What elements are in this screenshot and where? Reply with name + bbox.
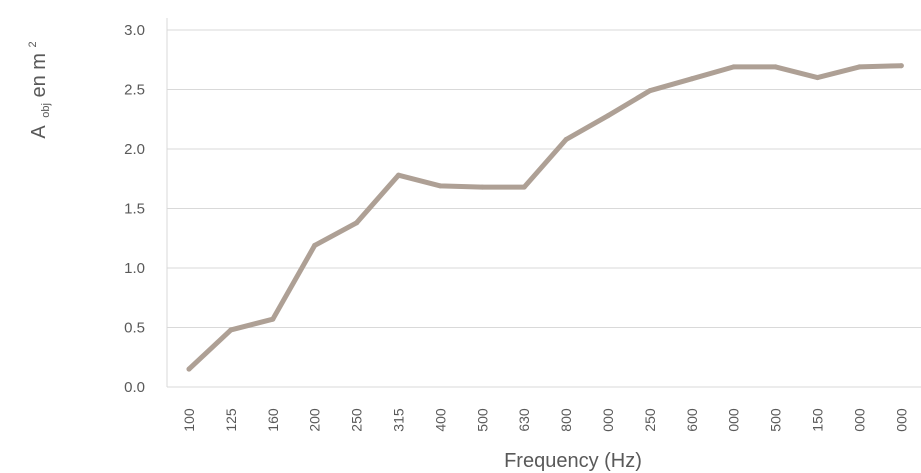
x-tick-label: 630 bbox=[516, 408, 532, 432]
x-axis-title: Frequency (Hz) bbox=[504, 450, 642, 472]
x-tick-label: 000 bbox=[726, 408, 742, 432]
x-tick-label: 500 bbox=[474, 408, 490, 432]
y-axis-title-superscript: 2 bbox=[27, 41, 39, 47]
data-point bbox=[186, 366, 192, 372]
data-point bbox=[437, 183, 443, 189]
data-point bbox=[898, 63, 904, 69]
x-tick-label: 150 bbox=[810, 408, 826, 432]
x-tick-label: 160 bbox=[265, 408, 281, 432]
data-point bbox=[563, 137, 569, 142]
y-axis-title: A obj en m 2 bbox=[27, 41, 54, 138]
data-point bbox=[647, 88, 653, 94]
x-tick-label: 250 bbox=[349, 408, 365, 432]
x-tick-label: 800 bbox=[558, 408, 574, 432]
series-group bbox=[186, 63, 904, 372]
data-point bbox=[815, 75, 820, 81]
x-tick-label: 500 bbox=[768, 408, 784, 432]
x-tick-label: 000 bbox=[851, 408, 867, 432]
y-axis-tick-labels: 0.0 0.5 1.0 1.5 2.0 2.5 3.0 bbox=[124, 22, 145, 396]
x-tick-label: 000 bbox=[600, 408, 616, 432]
data-point bbox=[479, 184, 485, 190]
y-tick-label: 2.0 bbox=[124, 141, 145, 158]
gridlines bbox=[167, 29, 921, 388]
y-tick-label: 3.0 bbox=[124, 22, 145, 39]
data-point bbox=[228, 327, 234, 333]
x-tick-label: 400 bbox=[432, 408, 448, 432]
y-axis-title-subscript: obj bbox=[40, 103, 52, 118]
y-axis-title-unit: en m bbox=[28, 53, 50, 97]
y-axis-title-main: A bbox=[28, 125, 50, 139]
data-point bbox=[312, 242, 318, 248]
x-tick-label: 100 bbox=[181, 408, 197, 432]
data-point bbox=[270, 316, 276, 322]
x-axis-tick-labels: 100 125 160 200 250 315 400 500 630 800 000 250 600 0… bbox=[181, 408, 909, 432]
data-point bbox=[731, 64, 737, 70]
x-tick-label: 000 bbox=[893, 408, 909, 432]
data-point bbox=[856, 64, 862, 70]
x-tick-label: 315 bbox=[391, 408, 407, 432]
x-tick-label: 125 bbox=[223, 408, 239, 432]
x-tick-label: 600 bbox=[684, 408, 700, 432]
y-tick-label: 0.5 bbox=[124, 320, 145, 337]
y-tick-label: 1.5 bbox=[124, 201, 145, 218]
data-point bbox=[605, 113, 611, 119]
x-tick-label: 250 bbox=[642, 408, 658, 432]
y-tick-label: 2.5 bbox=[124, 82, 145, 99]
data-point bbox=[396, 172, 401, 178]
y-tick-label: 1.0 bbox=[124, 260, 145, 277]
data-point bbox=[521, 184, 527, 190]
series-line bbox=[186, 63, 904, 372]
y-tick-label: 0.0 bbox=[124, 379, 145, 396]
data-point bbox=[689, 76, 695, 82]
data-point bbox=[773, 64, 779, 70]
x-tick-label: 200 bbox=[307, 408, 323, 432]
data-point bbox=[354, 220, 360, 226]
